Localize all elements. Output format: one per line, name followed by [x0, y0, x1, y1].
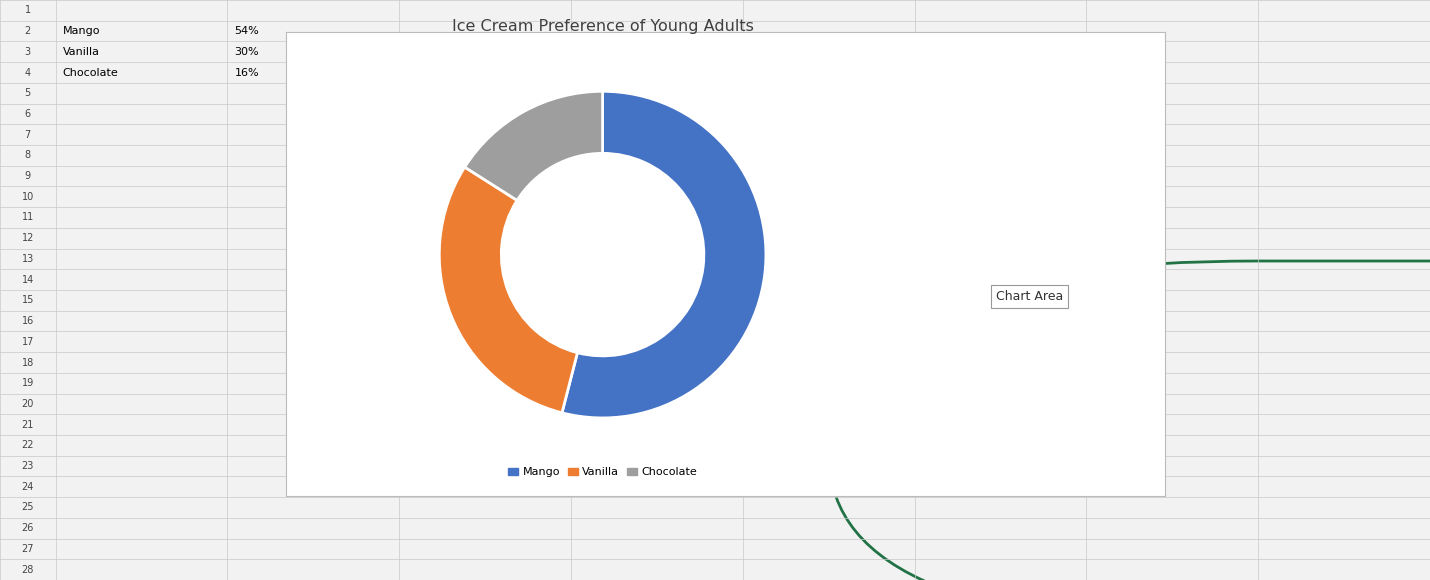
Text: 10: 10: [21, 192, 34, 202]
Text: Vanilla: Vanilla: [63, 47, 100, 57]
Text: Chart Area: Chart Area: [995, 290, 1062, 303]
Text: 14: 14: [21, 275, 34, 285]
Text: 15: 15: [21, 295, 34, 305]
Text: 28: 28: [21, 565, 34, 575]
Text: 18: 18: [21, 357, 34, 368]
Title: Ice Cream Preference of Young Adults: Ice Cream Preference of Young Adults: [452, 19, 754, 34]
Text: Mango: Mango: [63, 26, 100, 36]
Text: 54%: 54%: [235, 26, 259, 36]
Text: 13: 13: [21, 254, 34, 264]
Text: 17: 17: [21, 337, 34, 347]
Wedge shape: [562, 91, 766, 418]
Wedge shape: [465, 91, 602, 200]
Text: 30%: 30%: [235, 47, 259, 57]
Text: 25: 25: [21, 502, 34, 513]
Text: 5: 5: [24, 88, 31, 98]
Text: 2: 2: [24, 26, 31, 36]
Text: 9: 9: [24, 171, 31, 181]
Text: 12: 12: [21, 233, 34, 243]
Text: 3: 3: [24, 47, 31, 57]
Text: 6: 6: [24, 109, 31, 119]
Text: 23: 23: [21, 461, 34, 471]
Legend: Mango, Vanilla, Chocolate: Mango, Vanilla, Chocolate: [503, 463, 702, 482]
Text: 16: 16: [21, 316, 34, 326]
Text: 8: 8: [24, 150, 31, 160]
Text: 4: 4: [24, 67, 31, 78]
Text: 27: 27: [21, 544, 34, 554]
Text: 24: 24: [21, 482, 34, 492]
Text: 22: 22: [21, 440, 34, 450]
Wedge shape: [439, 167, 578, 413]
Text: 1: 1: [24, 5, 31, 15]
Text: 21: 21: [21, 420, 34, 430]
Text: 16%: 16%: [235, 67, 259, 78]
Text: Chocolate: Chocolate: [63, 67, 119, 78]
Text: 11: 11: [21, 212, 34, 223]
Text: 19: 19: [21, 378, 34, 388]
Text: 20: 20: [21, 399, 34, 409]
Text: 26: 26: [21, 523, 34, 533]
Text: 7: 7: [24, 130, 31, 140]
